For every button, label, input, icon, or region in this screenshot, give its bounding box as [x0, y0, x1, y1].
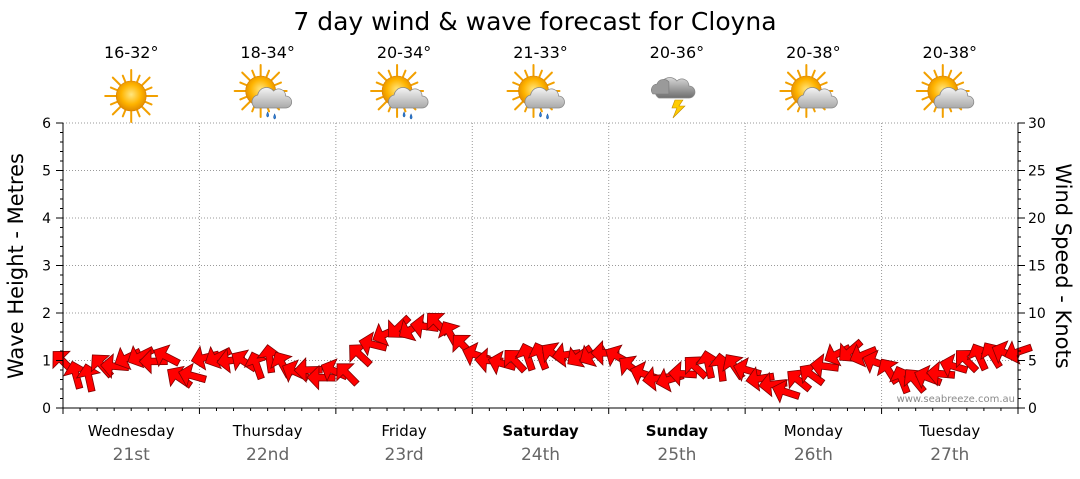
day-date: 23rd: [385, 445, 424, 465]
day-date: 25th: [657, 445, 696, 465]
sun-cloud-rain-icon: [233, 64, 293, 120]
wind-arrow: [306, 364, 336, 391]
day-name: Monday: [784, 422, 843, 440]
wind-arrow: [799, 363, 826, 387]
day-column: 20-34° Friday 23rd: [370, 43, 432, 465]
day-name: Wednesday: [88, 422, 175, 440]
day-column: 20-38° Tuesday 27th: [915, 43, 980, 465]
sun-cloud-rain-icon: [506, 64, 565, 120]
wind-arrow: [504, 349, 528, 374]
day-date: 21st: [113, 445, 150, 465]
wind-arrow: [667, 360, 698, 387]
day-name: Friday: [381, 422, 427, 440]
wind-arrow: [256, 344, 283, 374]
wind-arrow: [551, 342, 582, 368]
sun-cloud-icon: [915, 64, 975, 118]
wind-arrow: [62, 360, 88, 390]
watermark: www.seabreeze.com.au: [897, 394, 1015, 405]
left-axis-tick-label: 5: [42, 164, 51, 180]
day-name: Tuesday: [918, 422, 980, 440]
right-axis-ticks: 0 5 10 15 20 25 30: [1018, 116, 1046, 417]
chart-title: 7 day wind & wave forecast for Cloyna: [293, 7, 776, 36]
left-axis-tick-label: 3: [42, 259, 51, 275]
sunny-icon: [104, 69, 159, 123]
wind-arrow: [758, 371, 788, 398]
day-date: 24th: [521, 445, 560, 465]
day-name: Sunday: [646, 422, 709, 440]
wind-arrow-series: [52, 312, 1033, 404]
day-columns: 16-32° Wednesday 21st 18-34° Thursday 22nd 20-…: [88, 43, 981, 465]
right-axis-tick-label: 15: [1028, 259, 1046, 275]
wind-arrow: [336, 363, 360, 387]
left-axis-tick-label: 0: [42, 401, 51, 417]
day-temperature: 20-38°: [923, 43, 978, 62]
wind-arrow: [771, 378, 801, 404]
day-column: 18-34° Thursday 22nd: [232, 43, 303, 465]
wind-arrow: [926, 360, 956, 387]
wind-arrow: [349, 344, 373, 368]
day-date: 27th: [930, 445, 969, 465]
day-column: 21-33° Saturday 24th: [502, 43, 579, 465]
wind-arrow: [1004, 340, 1033, 365]
sun-cloud-icon: [779, 64, 838, 118]
right-axis-tick-label: 0: [1028, 401, 1037, 417]
left-axis-tick-label: 2: [42, 306, 51, 322]
day-temperature: 16-32°: [104, 43, 159, 62]
day-name: Thursday: [232, 422, 303, 440]
wind-arrow: [955, 349, 980, 374]
wind-arrow: [787, 369, 813, 393]
right-axis-tick-label: 5: [1028, 354, 1037, 370]
right-axis-tick-label: 30: [1028, 116, 1046, 132]
right-axis-tick-label: 10: [1028, 306, 1046, 322]
day-temperature: 18-34°: [240, 43, 295, 62]
wind-arrow: [849, 343, 878, 368]
left-axis-ticks: 0 1 2 3 4 5 6: [42, 116, 63, 417]
wind-arrow: [745, 366, 775, 392]
wind-arrow: [190, 345, 220, 371]
left-axis-tick-label: 6: [42, 116, 51, 132]
day-temperature: 21-33°: [513, 43, 568, 62]
day-name: Saturday: [502, 422, 579, 440]
wind-arrow: [178, 362, 207, 388]
day-temperature: 20-36°: [650, 43, 705, 62]
thunderstorm-icon: [651, 77, 696, 119]
day-temperature: 20-34°: [377, 43, 432, 62]
grid-lines: [62, 122, 1019, 414]
wind-arrow: [153, 344, 181, 368]
right-axis-tick-label: 25: [1028, 164, 1046, 180]
day-column: 16-32° Wednesday 21st: [88, 43, 175, 465]
wind-arrow: [684, 356, 709, 380]
wind-arrow: [695, 350, 721, 380]
left-axis-label: Wave Height - Metres: [4, 153, 28, 379]
left-axis-tick-label: 1: [42, 354, 51, 370]
sun-cloud-rain-icon: [370, 64, 429, 120]
day-column: 20-36° Sunday 25th: [646, 43, 709, 465]
day-temperature: 20-38°: [786, 43, 841, 62]
day-date: 22nd: [246, 445, 289, 465]
wind-arrow: [939, 353, 969, 379]
day-date: 26th: [794, 445, 833, 465]
day-column: 20-38° Monday 26th: [779, 43, 843, 465]
right-axis-tick-label: 20: [1028, 211, 1046, 227]
right-axis-label: Wind Speed - Knots: [1051, 163, 1075, 368]
left-axis-tick-label: 4: [42, 211, 51, 227]
wind-arrow: [642, 365, 672, 392]
